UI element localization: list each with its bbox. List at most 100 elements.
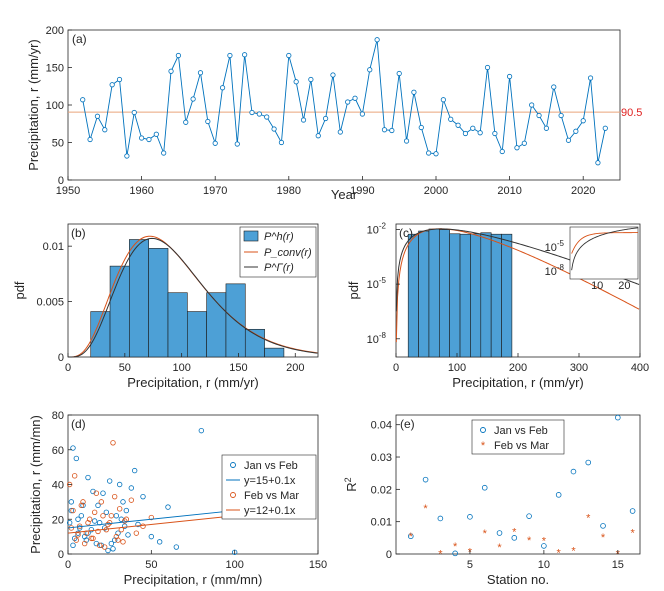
panel-c-xtick-label: 400	[631, 362, 649, 374]
panel-b-bar	[129, 239, 149, 358]
panel-a-point	[330, 72, 336, 78]
panel-e-ytick-label: 0.03	[371, 452, 392, 464]
panel-b-xlabel: Precipitation, r (mm/yr)	[127, 375, 258, 390]
panel-d-point	[101, 544, 108, 550]
panel-a-point	[205, 118, 211, 125]
panel-a-point	[183, 119, 189, 125]
panel-d-fit-line	[67, 510, 235, 529]
panel-a-xtick-label: 1950	[56, 185, 80, 197]
panel-d-point	[173, 544, 180, 550]
panel-e-point-feb: *	[438, 548, 443, 560]
panel-e-xlabel: Station no.	[487, 572, 549, 587]
panel-a-xtick-label: 1980	[277, 185, 301, 197]
panel-d-point	[156, 539, 163, 545]
panel-d-point	[108, 513, 115, 519]
panel-a-point	[418, 124, 424, 131]
panel-b-bar	[148, 248, 169, 358]
panel-b-bar	[109, 265, 130, 358]
panel-e-point-jan	[541, 543, 547, 549]
panel-d-legend	[221, 454, 317, 520]
panel-e-point-feb: *	[571, 545, 576, 557]
panel-e-point-feb: *	[409, 531, 414, 543]
panel-a-point	[153, 131, 159, 137]
panel-a-ytick-label: 100	[46, 100, 64, 112]
panel-d-point	[148, 533, 155, 540]
panel-a-point	[536, 112, 542, 119]
panel-d-point	[88, 535, 95, 542]
panel-a-point	[580, 118, 586, 124]
panel-d-point	[131, 467, 138, 474]
panel-c-bar	[480, 232, 492, 358]
panel-a-point	[551, 84, 557, 90]
panel-e-xtick-label: 10	[538, 559, 550, 571]
panel-e-ylabel: R2	[343, 477, 359, 491]
panel-a-point	[345, 99, 351, 105]
panel-c-inset-ytick-label: 10-8	[545, 263, 565, 278]
panel-a-ylabel: Precipitation, r (mm/yr)	[26, 39, 41, 170]
panel-a-point	[440, 97, 446, 103]
panel-d-point	[110, 546, 116, 552]
panel-a-point	[455, 122, 461, 128]
panel-a-point	[256, 111, 262, 117]
panel-b-legend-conv: P_conv(r)	[264, 247, 312, 259]
panel-d-ytick-label: 80	[52, 410, 64, 422]
panel-d-point	[110, 440, 116, 446]
panel-d-point	[75, 516, 81, 522]
panel-b-legend-bar-swatch	[243, 230, 259, 242]
panel-d-xlabel: Precipitation, r (mm/mn)	[124, 572, 263, 587]
panel-d-point	[106, 478, 113, 484]
panel-a-point	[521, 140, 527, 146]
panel-a-point	[308, 76, 314, 83]
panel-a-ytick-label: 50	[52, 138, 64, 150]
panel-a-point	[337, 129, 343, 135]
panel-e-point-jan	[555, 492, 562, 498]
panel-a-point	[595, 160, 601, 166]
panel-d-point	[70, 542, 76, 549]
panel-a-ytick-label: 200	[46, 25, 64, 37]
panel-b-xtick-label: 50	[119, 362, 131, 374]
panel-a-point	[102, 127, 108, 133]
panel-e-legend	[471, 419, 565, 455]
panel-e-point-jan	[629, 508, 636, 514]
panel-b-xtick-label: 0	[65, 362, 71, 374]
panel-a-point	[470, 125, 476, 131]
panel-e-point-feb: *	[527, 535, 532, 547]
panel-a-point	[389, 127, 395, 134]
panel-a-point	[492, 130, 498, 137]
panel-a-label: (a)	[72, 32, 87, 46]
panel-c-bar	[428, 228, 440, 358]
panel-c-ytick-label: 10-8	[367, 331, 387, 346]
panel-a-point	[477, 130, 483, 136]
panel-d-legend-jan-swatch	[230, 462, 236, 468]
panel-a-point	[514, 145, 520, 151]
panel-d-point	[85, 474, 91, 481]
panel-d-point	[70, 507, 76, 514]
panel-a-xtick-label: 2010	[497, 185, 521, 197]
panel-d-point	[105, 547, 111, 554]
panel-a-point	[411, 89, 417, 95]
panel-d-legend-fit2: y=12+0.1x	[244, 505, 296, 517]
panel-a-point	[212, 140, 218, 146]
panel-b-ytick-label: 0	[58, 352, 64, 364]
panel-b-gamma-curve	[68, 237, 318, 358]
panel-a-point	[462, 130, 469, 137]
panel-a-mean-label: 90.5	[621, 107, 642, 119]
panel-d-point	[80, 502, 86, 509]
panel-e-point-jan	[600, 523, 606, 529]
panel-d-point	[125, 532, 131, 538]
panel-d-point	[76, 525, 83, 531]
panel-d-point	[91, 518, 98, 524]
panel-d-point	[75, 530, 81, 536]
panel-d-point	[111, 493, 118, 500]
panel-a-point	[227, 52, 233, 59]
panel-c-bar	[470, 233, 482, 358]
panel-d-point	[120, 499, 126, 505]
panel-c-label: (c)	[399, 226, 413, 240]
panel-c-bar	[459, 233, 471, 358]
panel-d-point	[116, 481, 123, 488]
panel-e-ytick-label: 0	[386, 549, 392, 561]
panel-d-point	[66, 520, 73, 526]
panel-d-point	[71, 535, 78, 542]
panel-c-bar	[439, 229, 450, 358]
panel-e-legend-feb-swatch: *	[481, 440, 486, 452]
